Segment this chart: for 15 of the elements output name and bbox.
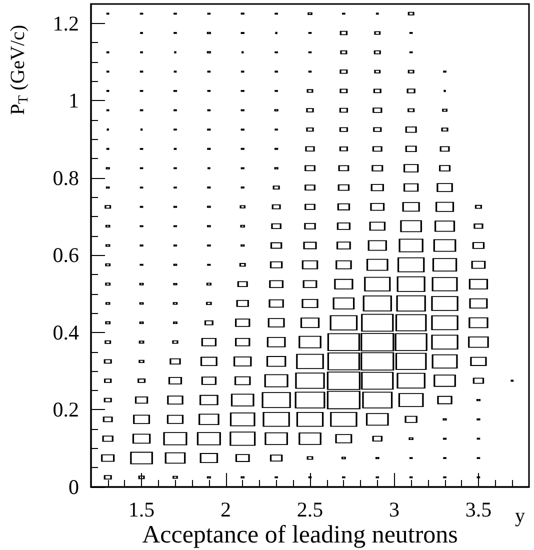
y-tick-label: 1: [68, 88, 79, 113]
x-axis-title: y: [515, 505, 525, 527]
y-tick-label: 0: [68, 475, 79, 499]
y-axis-title: PT (GeV/c): [7, 24, 32, 115]
y-tick-label: 0.6: [52, 243, 79, 268]
x-tick-label: 1.5: [128, 498, 155, 522]
x-tick-label: 2: [220, 498, 232, 522]
y-tick-label: 0.2: [52, 398, 79, 422]
x-tick-label: 3: [388, 498, 400, 522]
y-tick-label: 0.8: [52, 166, 79, 190]
y-tick-label: 1.2: [52, 11, 79, 36]
y-tick-label: 0.4: [52, 320, 80, 344]
x-tick-label: 3.5: [465, 498, 492, 522]
text: Acceptance of leading neutrons: [142, 522, 458, 548]
x-tick-label: 2.5: [296, 498, 324, 522]
